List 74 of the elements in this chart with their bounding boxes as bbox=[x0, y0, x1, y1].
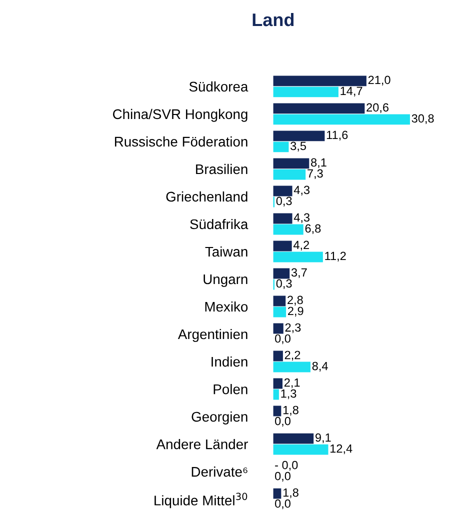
data-label: 2,1 bbox=[284, 378, 300, 388]
chart-title: Land bbox=[252, 12, 294, 26]
data-label: 9,1 bbox=[316, 433, 331, 444]
bar bbox=[273, 444, 328, 455]
y-tick-label: Polen bbox=[214, 384, 248, 394]
data-label: 7,3 bbox=[308, 169, 323, 180]
y-tick-label: Mexiko bbox=[205, 301, 248, 312]
data-label: 8,1 bbox=[311, 158, 326, 168]
data-label: 12,4 bbox=[330, 444, 352, 454]
bar bbox=[273, 186, 292, 196]
data-label: - 0,0 bbox=[275, 460, 298, 471]
data-label: 0,0 bbox=[275, 499, 290, 510]
data-label: 2,3 bbox=[285, 323, 301, 334]
data-label: 0,3 bbox=[276, 279, 292, 290]
y-tick-label: Argentinien bbox=[178, 328, 248, 342]
data-label: 0,3 bbox=[276, 196, 292, 207]
bar bbox=[273, 362, 310, 372]
data-label: 3,5 bbox=[290, 142, 306, 152]
bar bbox=[273, 350, 283, 362]
bar bbox=[273, 114, 410, 125]
bar bbox=[273, 86, 338, 98]
data-label: 14,7 bbox=[340, 86, 362, 96]
bar bbox=[273, 323, 284, 334]
bar bbox=[273, 76, 366, 86]
y-tick-label: Derivate⁶ bbox=[192, 466, 248, 477]
data-label: 0,0 bbox=[275, 472, 290, 482]
data-label: 8,4 bbox=[312, 362, 328, 372]
data-label: 2,2 bbox=[284, 350, 300, 361]
y-tick-label: Russische Föderation bbox=[114, 136, 248, 147]
y-tick-label: Andere Länder bbox=[156, 439, 248, 450]
bar bbox=[273, 389, 279, 400]
y-tick-label: Indien bbox=[212, 356, 248, 367]
data-label: 1,3 bbox=[281, 389, 296, 400]
y-tick-label: Liquide Mittel$^{30}$ bbox=[154, 492, 248, 508]
y-tick-label: Südkorea bbox=[189, 81, 248, 92]
y-tick-label: Griechenland bbox=[166, 191, 248, 202]
bar bbox=[273, 224, 304, 235]
data-label: 11,2 bbox=[325, 252, 346, 262]
bar bbox=[273, 296, 286, 306]
data-label: 4,2 bbox=[293, 240, 310, 251]
bar bbox=[273, 103, 365, 114]
data-label: 3,7 bbox=[291, 268, 307, 278]
y-tick-label: Taiwan bbox=[205, 246, 248, 257]
bar bbox=[273, 142, 289, 152]
data-label: 0,0 bbox=[275, 334, 290, 344]
bar bbox=[273, 433, 314, 444]
bar bbox=[273, 240, 292, 252]
bar bbox=[273, 169, 306, 180]
bar bbox=[273, 406, 282, 416]
data-label: 30,8 bbox=[412, 114, 434, 124]
data-label: 6,8 bbox=[305, 224, 321, 234]
y-tick-label: Ungarn bbox=[204, 274, 248, 287]
data-label: 11,6 bbox=[326, 130, 348, 141]
y-tick-label: Südafrika bbox=[190, 218, 248, 230]
y-tick-label: Brasilien bbox=[196, 164, 248, 174]
data-label: 2,9 bbox=[288, 306, 304, 317]
data-label: 4,3 bbox=[294, 186, 310, 196]
bar bbox=[273, 213, 292, 224]
data-label: 21,0 bbox=[368, 76, 390, 86]
bar bbox=[273, 130, 325, 142]
data-label: 4,3 bbox=[294, 213, 310, 224]
data-label: 20,6 bbox=[366, 103, 388, 114]
data-label: 1,8 bbox=[283, 488, 298, 498]
bar bbox=[273, 158, 310, 169]
bar bbox=[273, 306, 286, 318]
data-label: 0,0 bbox=[275, 416, 290, 427]
y-tick-label: China/SVR Hongkong bbox=[112, 108, 248, 122]
bar bbox=[273, 378, 282, 389]
y-tick-label: Georgien bbox=[192, 412, 248, 424]
bar bbox=[273, 252, 323, 262]
bar bbox=[273, 268, 290, 279]
data-label: 2,8 bbox=[288, 296, 303, 306]
bar bbox=[273, 488, 282, 499]
data-label: 1,8 bbox=[283, 406, 298, 416]
